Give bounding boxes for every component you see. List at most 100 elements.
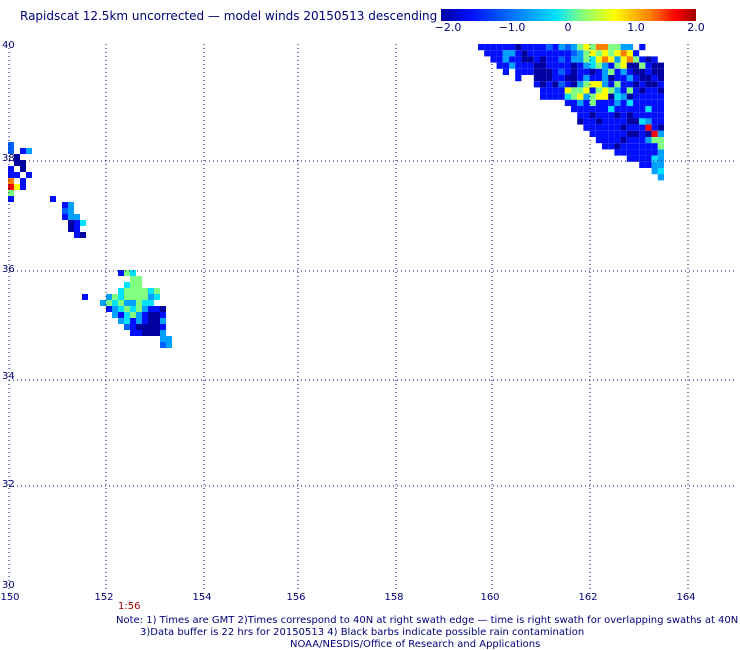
wind-cell [651, 168, 658, 175]
wind-cell [608, 87, 615, 94]
wind-cell [571, 81, 578, 88]
wind-cell [657, 130, 664, 137]
wind-cell [614, 87, 621, 94]
lat-label: 30 [2, 580, 15, 591]
wind-cell [552, 68, 559, 75]
lon-label: 154 [192, 592, 212, 603]
wind-cell [589, 81, 596, 88]
wind-cell [496, 44, 503, 51]
wind-cell [112, 300, 118, 306]
wind-cell [657, 68, 664, 75]
wind-cell [577, 106, 584, 113]
wind-cell [645, 118, 652, 125]
wind-cell [620, 68, 627, 75]
wind-cell [657, 143, 664, 150]
wind-cell [595, 112, 602, 119]
wind-cell [614, 106, 621, 113]
wind-cell [82, 294, 88, 300]
wind-cell [564, 62, 571, 69]
wind-cell [130, 270, 136, 276]
wind-cell [136, 324, 142, 330]
wind-cell [633, 75, 640, 82]
wind-cell [515, 44, 522, 51]
wind-cell [651, 87, 658, 94]
wind-cell [533, 75, 540, 82]
wind-cell [620, 81, 627, 88]
lon-label: 160 [480, 592, 500, 603]
wind-cell [564, 44, 571, 51]
wind-cell [633, 62, 640, 69]
wind-cell [136, 312, 142, 318]
wind-cell [583, 93, 590, 100]
wind-cell [142, 300, 148, 306]
wind-cell [112, 306, 118, 312]
wind-cell [509, 56, 516, 63]
wind-cell [645, 161, 652, 168]
lon-label: 158 [384, 592, 404, 603]
wind-cell [651, 112, 658, 119]
wind-cell [484, 50, 491, 57]
wind-cell [608, 99, 615, 106]
wind-cell [546, 62, 553, 69]
wind-cell [552, 81, 559, 88]
wind-cell [657, 161, 664, 168]
wind-cell [595, 50, 602, 57]
lat-label: 36 [2, 264, 15, 275]
wind-cell [651, 81, 658, 88]
wind-cell [112, 312, 118, 318]
wind-cell [583, 50, 590, 57]
wind-cell [620, 106, 627, 113]
wind-cell [160, 330, 166, 336]
wind-cell [602, 143, 609, 150]
wind-cell [533, 56, 540, 63]
wind-cell [633, 155, 640, 162]
wind-cell [74, 220, 80, 226]
wind-cell [124, 300, 130, 306]
wind-cell [496, 56, 503, 63]
wind-cell [651, 99, 658, 106]
wind-cell [608, 75, 615, 82]
wind-cell [577, 56, 584, 63]
wind-cell [8, 178, 14, 184]
wind-cell [602, 112, 609, 119]
wind-cell [540, 93, 547, 100]
wind-cell [484, 44, 491, 51]
wind-cell [639, 143, 646, 150]
wind-cell [583, 124, 590, 131]
wind-cell [130, 324, 136, 330]
wind-cell [602, 118, 609, 125]
wind-cell [657, 112, 664, 119]
wind-cell [633, 149, 640, 156]
wind-cell [130, 300, 136, 306]
wind-cell [645, 112, 652, 119]
wind-cell [546, 44, 553, 51]
plot-title: Rapidscat 12.5km uncorrected — model win… [20, 9, 438, 23]
wind-cell [577, 75, 584, 82]
wind-cell [657, 155, 664, 162]
note-line-2: 3)Data buffer is 22 hrs for 20150513 4) … [140, 627, 585, 638]
wind-cell [148, 300, 154, 306]
wind-cell [74, 214, 80, 220]
wind-cell [552, 93, 559, 100]
wind-cell [521, 44, 528, 51]
colorbar [441, 9, 696, 21]
wind-cell [546, 93, 553, 100]
wind-cell [577, 99, 584, 106]
wind-cell [20, 160, 26, 166]
wind-cell [602, 106, 609, 113]
wind-cell [614, 124, 621, 131]
note-line-3: NOAA/NESDIS/Office of Research and Appli… [290, 639, 541, 650]
lon-label: 164 [676, 592, 696, 603]
wind-cell [118, 270, 124, 276]
wind-cell [583, 62, 590, 69]
wind-cell [602, 44, 609, 51]
wind-cell [626, 87, 633, 94]
wind-cell [639, 68, 646, 75]
wind-cell [148, 312, 154, 318]
wind-cell [142, 288, 148, 294]
wind-cell [136, 318, 142, 324]
wind-cell [558, 62, 565, 69]
wind-cell [62, 208, 68, 214]
wind-cell [608, 124, 615, 131]
